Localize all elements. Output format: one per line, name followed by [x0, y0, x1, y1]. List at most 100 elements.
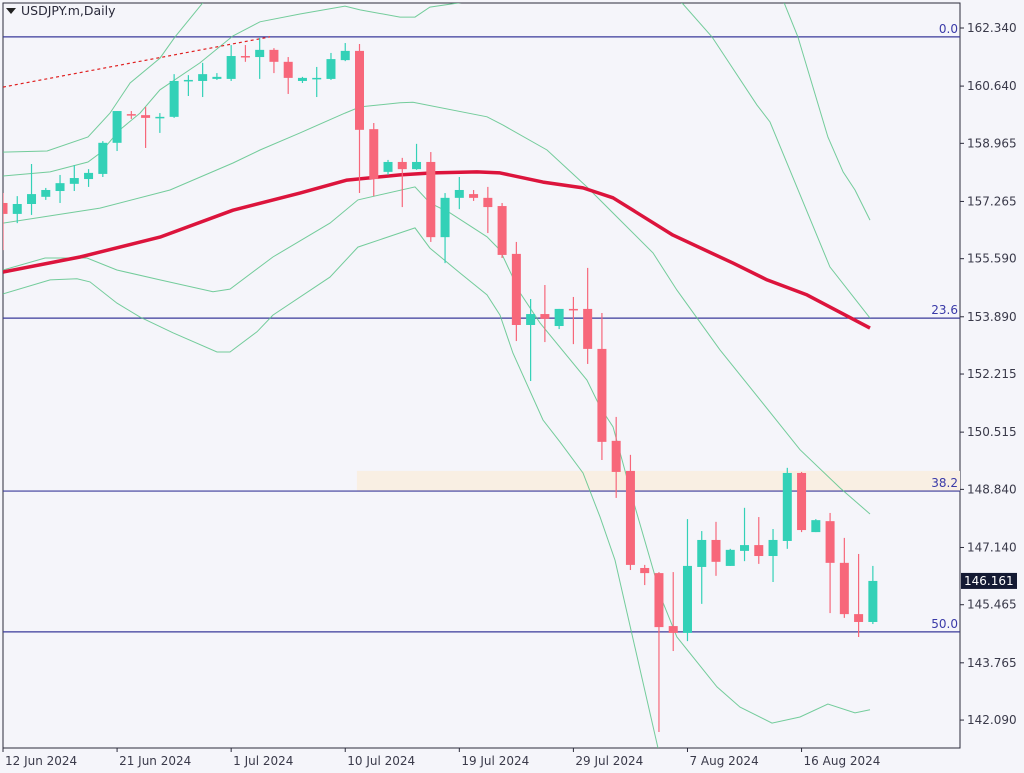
candle-body [483, 197, 493, 208]
bollinger-band-lower-2 [3, 186, 871, 724]
bearish-candle [126, 111, 136, 119]
bearish-candle [711, 521, 721, 576]
bullish-candle [326, 52, 336, 80]
bearish-candle [497, 202, 507, 258]
bearish-candle [611, 416, 621, 498]
candle-body [554, 308, 564, 327]
fib-level-label: 50.0 [931, 617, 958, 631]
candle-body [625, 470, 635, 565]
bearish-candle [483, 186, 493, 234]
candle-body [526, 314, 536, 325]
bullish-candle [183, 75, 193, 97]
bullish-candle [782, 467, 792, 549]
bearish-candle [797, 471, 807, 533]
candle-body [283, 61, 293, 78]
bearish-candle [654, 572, 664, 733]
bearish-candle [511, 241, 521, 342]
bullish-candle [226, 45, 236, 81]
candle-body [297, 77, 307, 81]
bullish-candle [255, 37, 265, 79]
bullish-candle [440, 193, 450, 264]
date-axis-label: 21 Jun 2024 [119, 754, 191, 768]
moving-average-line [3, 170, 871, 330]
bullish-candle [69, 165, 79, 192]
candle-body [226, 56, 236, 79]
candle-body [69, 178, 79, 184]
collapse-triangle-icon[interactable] [6, 7, 16, 14]
candle-body [340, 50, 350, 61]
bullish-candle [297, 76, 307, 84]
bullish-candle [768, 529, 778, 582]
date-axis-label: 19 Jul 2024 [461, 754, 529, 768]
bearish-candle [240, 45, 250, 62]
fib-level-label: 23.6 [931, 303, 958, 317]
bullish-candle [868, 565, 878, 625]
candle-body [126, 114, 136, 116]
bearish-candle [397, 157, 407, 208]
bullish-candle [554, 308, 564, 330]
candle-body [469, 194, 479, 198]
price-axis-label: 148.840 [967, 482, 1017, 496]
candle-body [839, 562, 849, 615]
candle-body [240, 56, 250, 58]
current-price-marker [961, 572, 1017, 589]
price-axis-label: 153.890 [967, 310, 1017, 324]
bollinger-band-lower-3 [3, 227, 659, 748]
price-axis-label: 152.215 [967, 367, 1017, 381]
candle-body [697, 539, 707, 567]
date-axis-label: 16 Aug 2024 [804, 754, 881, 768]
chart-title[interactable]: USDJPY.m,Daily [6, 3, 116, 18]
bullish-candle [383, 159, 393, 175]
bearish-candle [839, 537, 849, 618]
candle-body [112, 111, 122, 143]
candle-body [540, 314, 550, 319]
bullish-candle [55, 174, 65, 203]
price-axis-label: 155.590 [967, 252, 1017, 266]
price-axis-label: 162.340 [967, 21, 1017, 35]
candle-body [754, 545, 764, 557]
candle-body [412, 161, 422, 170]
candle-body [583, 308, 593, 349]
candle-body [868, 580, 878, 622]
bullish-candle [41, 187, 51, 200]
bullish-candle [212, 73, 222, 80]
candle-body [141, 115, 151, 118]
candle-body [797, 472, 807, 531]
candle-body [326, 59, 336, 79]
bearish-candle [141, 106, 151, 148]
bullish-candle [98, 141, 108, 177]
candle-body [369, 129, 379, 180]
candle-body [155, 116, 165, 119]
price-axis-label: 158.965 [967, 136, 1017, 150]
bullish-candle [740, 507, 750, 562]
candle-body [811, 520, 821, 533]
price-axis-label: 150.515 [967, 425, 1017, 439]
bearish-candle [283, 57, 293, 94]
candle-body [41, 189, 51, 197]
candle-body [725, 549, 735, 566]
candle-body [768, 539, 778, 557]
price-axis-label: 142.090 [967, 713, 1017, 727]
candle-body [711, 539, 721, 562]
fib-level-label: 0.0 [939, 22, 958, 36]
current-price-label: 146.161 [964, 574, 1014, 588]
candle-body [440, 197, 450, 238]
bullish-candle [526, 299, 536, 382]
candle-body [355, 50, 364, 130]
candle-body [611, 440, 621, 472]
candle-body [511, 253, 521, 325]
candle-body [3, 202, 8, 214]
bullish-candle [84, 169, 94, 187]
bearish-candle [3, 193, 8, 251]
candle-body [454, 189, 464, 198]
fib-level-label: 38.2 [931, 476, 958, 490]
date-axis-label: 12 Jun 2024 [5, 754, 77, 768]
symbol-timeframe-label: USDJPY.m,Daily [21, 3, 116, 18]
candle-body [825, 521, 835, 563]
candle-body [568, 308, 578, 311]
bearish-candle [583, 267, 593, 364]
bearish-candle [825, 512, 835, 614]
bullish-candle [697, 531, 707, 604]
